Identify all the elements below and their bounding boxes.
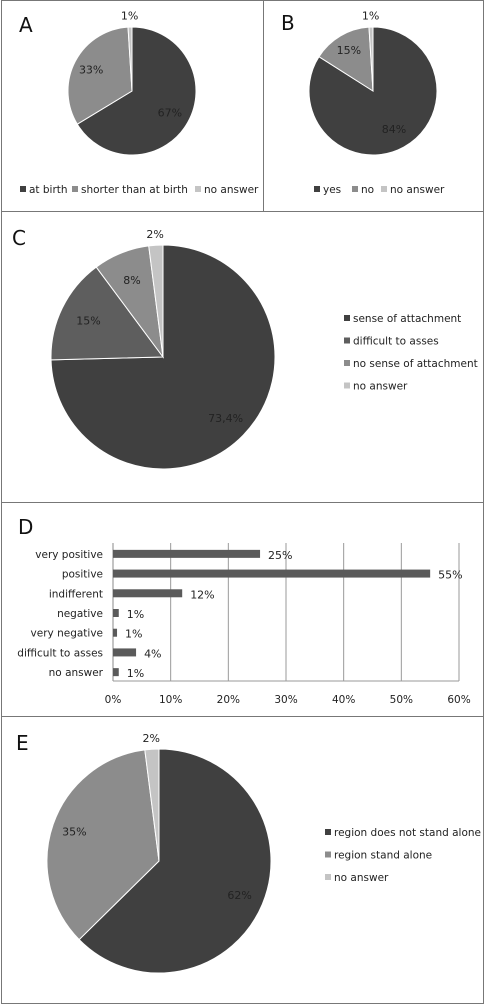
data-label-d-indifferent: 12%: [190, 588, 214, 601]
data-label-d-difficult-to-asses: 4%: [144, 647, 161, 660]
legend-swatch-b-no-answer: [381, 186, 387, 192]
x-tick-label-d-0: 0%: [105, 694, 122, 706]
data-label-e-no-answer: 2%: [142, 732, 159, 745]
pie-slice-b-no-answer: [368, 26, 374, 92]
legend-entry-a-no-answer: no answer: [204, 184, 259, 196]
legend-entry-e-region-does-not-stand-alone: region does not stand alone: [334, 827, 481, 839]
pie-slice-e-region-does-not-stand-alone: [78, 748, 272, 974]
panel-label-a: A: [19, 13, 33, 37]
legend-swatch-e-region-does-not-stand-alone: [325, 829, 331, 835]
category-label-d-difficult-to-asses: difficult to asses: [17, 647, 103, 659]
data-label-a-at-birth: 67%: [158, 106, 182, 119]
category-label-d-very-positive: very positive: [35, 549, 103, 561]
chart-panel-c: C 73,4% 15% 8% 2% sense of attachment difficu…: [1, 211, 484, 503]
pie-chart-a: 67% 33% 1% at birth shorter than at birth no …: [20, 10, 259, 196]
bar-d-no-answer: [113, 668, 119, 677]
category-label-d-very-negative: very negative: [31, 628, 103, 640]
legend-swatch-e-region-stand-alone: [325, 851, 331, 858]
pie-slice-c-difficult-to-asses: [50, 266, 164, 361]
chart-panel-e: E 62% 35% 2% region does not stand alone reg…: [1, 716, 484, 1004]
data-label-c-no-answer: 2%: [146, 228, 163, 241]
data-label-c-no-sense-of-attachment: 8%: [123, 274, 140, 287]
data-label-a-shorter-than-at-birth: 33%: [79, 64, 103, 77]
bar-d-negative: [113, 609, 119, 617]
pie-chart-e: 62% 35% 2% region does not stand alone regio…: [46, 732, 481, 974]
panel-label-b: B: [281, 11, 295, 35]
bar-d-very-positive: [113, 549, 261, 558]
pie-chart-c: 73,4% 15% 8% 2% sense of attachment difficult…: [50, 228, 478, 470]
data-label-b-yes: 84%: [382, 123, 406, 136]
chart-panel-a: A 67% 33% 1% at birth shorter than at birth n…: [1, 0, 264, 212]
legend-swatch-c-no-sense-of-attachment: [344, 360, 350, 366]
pie-chart-b: 84% 15% 1% yes no no answer: [308, 10, 445, 196]
legend-swatch-b-no: [352, 186, 358, 192]
legend-entry-b-yes: yes: [323, 184, 341, 196]
legend-entry-b-no: no: [361, 184, 374, 196]
legend-entry-c-difficult-to-asses: difficult to asses: [353, 336, 439, 348]
bar-d-positive: [113, 569, 431, 578]
category-label-d-positive: positive: [62, 569, 103, 581]
pie-slice-a-no-answer: [127, 26, 133, 92]
legend-swatch-e-no-answer: [325, 874, 331, 880]
bar-d-difficult-to-asses: [113, 648, 137, 657]
pie-slice-b-no: [318, 26, 374, 92]
x-tick-label-d-6: 60%: [447, 694, 470, 706]
legend-swatch-a-shorter-than-at-birth: [72, 186, 78, 192]
legend-entry-c-no-answer: no answer: [353, 381, 408, 393]
chart-panel-b: B 84% 15% 1% yes no no answer: [263, 0, 484, 212]
data-label-b-no-answer: 1%: [362, 10, 379, 23]
pie-slice-e-region-stand-alone: [46, 749, 160, 941]
legend-entry-c-sense-of-attachment: sense of attachment: [353, 313, 461, 325]
category-label-d-no-answer: no answer: [49, 667, 104, 679]
legend-entry-a-at-birth: at birth: [29, 184, 68, 196]
data-label-d-positive: 55%: [438, 569, 462, 582]
pie-slice-a-shorter-than-at-birth: [67, 26, 133, 125]
legend-swatch-c-no-answer: [344, 382, 350, 389]
bar-chart-d: 0% 10% 20% 30% 40% 50% 60% very positive 25% posi…: [17, 543, 471, 706]
bar-d-indifferent: [113, 589, 183, 598]
x-tick-label-d-3: 30%: [274, 694, 297, 706]
x-tick-label-d-1: 10%: [159, 694, 182, 706]
legend-entry-e-region-stand-alone: region stand alone: [334, 850, 432, 862]
data-label-c-difficult-to-asses: 15%: [76, 315, 100, 328]
x-tick-label-d-5: 50%: [390, 694, 413, 706]
data-label-d-very-negative: 1%: [125, 628, 142, 641]
data-label-d-negative: 1%: [127, 608, 144, 621]
pie-slice-e-no-answer: [144, 748, 160, 862]
bar-d-very-negative: [113, 628, 118, 637]
legend-swatch-a-at-birth: [20, 186, 26, 192]
data-label-d-very-positive: 25%: [268, 549, 292, 562]
chart-panel-d: D 0% 10% 20% 30% 40% 50% 60% very positive 25% po…: [1, 502, 484, 717]
legend-swatch-b-yes: [314, 186, 320, 192]
legend-entry-c-no-sense-of-attachment: no sense of attachment: [353, 358, 478, 370]
category-label-d-indifferent: indifferent: [49, 588, 103, 600]
panel-label-c: C: [12, 226, 26, 250]
legend-swatch-a-no-answer: [195, 186, 201, 192]
panel-label-d: D: [18, 515, 34, 539]
data-label-e-region-stand-alone: 35%: [62, 826, 86, 839]
data-label-b-no: 15%: [337, 44, 361, 57]
legend-swatch-c-difficult-to-asses: [344, 337, 350, 344]
data-label-e-region-does-not-stand-alone: 62%: [227, 889, 251, 902]
panel-label-e: E: [16, 731, 29, 755]
pie-slice-a-at-birth: [76, 26, 197, 156]
legend-entry-b-no-answer: no answer: [390, 184, 445, 196]
x-tick-label-d-4: 40%: [332, 694, 355, 706]
data-label-d-no-answer: 1%: [127, 667, 144, 680]
legend-entry-e-no-answer: no answer: [334, 872, 389, 884]
legend-swatch-c-sense-of-attachment: [344, 315, 350, 321]
pie-slice-c-no-answer: [148, 244, 164, 358]
category-label-d-negative: negative: [57, 608, 103, 620]
legend-entry-a-shorter-than-at-birth: shorter than at birth: [81, 184, 188, 196]
data-label-c-sense-of-attachment: 73,4%: [208, 412, 243, 425]
data-label-a-no-answer: 1%: [121, 10, 138, 23]
x-tick-label-d-2: 20%: [217, 694, 240, 706]
